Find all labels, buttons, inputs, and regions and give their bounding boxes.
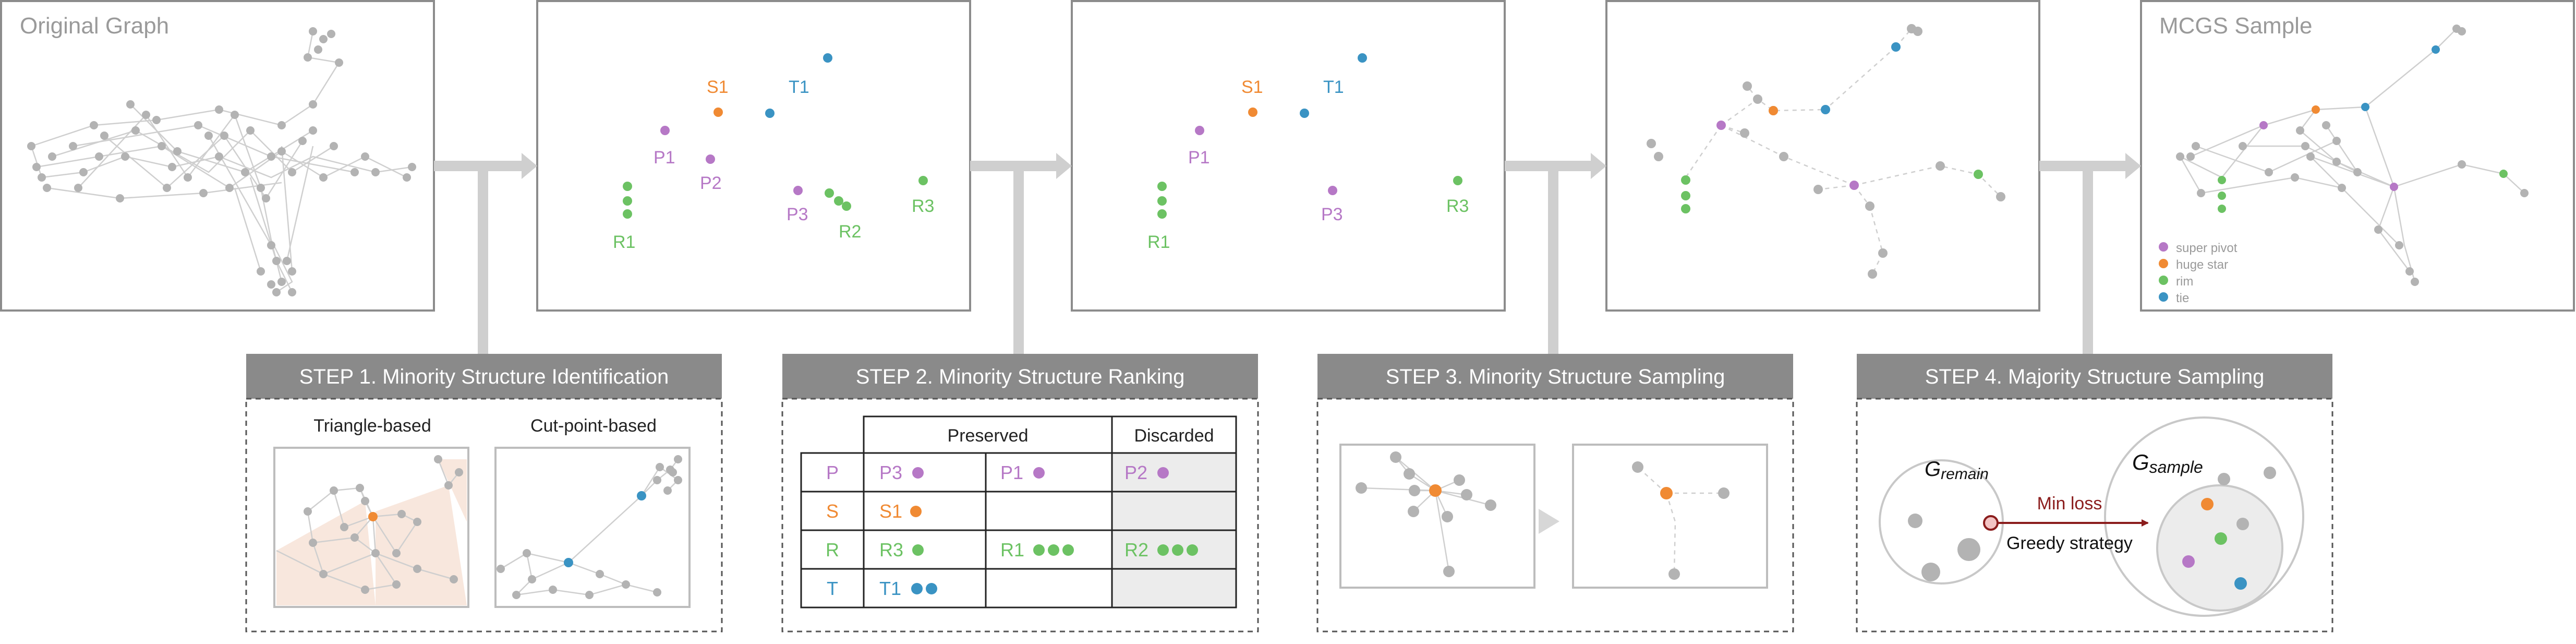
col-discarded: Discarded: [1134, 426, 1214, 446]
point-p2: [706, 154, 715, 164]
legend-label-tie: tie: [2176, 291, 2189, 305]
legend-swatch-tie: [2159, 292, 2168, 302]
mcgs-sample-panel: [2140, 0, 2575, 312]
cell-p2: P2: [1124, 462, 1147, 483]
legend-swatch-super-pivot: [2159, 242, 2168, 252]
point-r2-c: [842, 201, 851, 211]
label-r2: R2: [839, 222, 861, 242]
g-sample-label: Gsample: [2132, 450, 2203, 476]
point2-p3: [1328, 186, 1337, 195]
point-t1-b: [823, 53, 832, 63]
label-p3: P3: [787, 205, 808, 224]
label2-s1: S1: [1241, 77, 1263, 97]
label2-t1: T1: [1323, 77, 1344, 97]
label-r1: R1: [613, 232, 635, 252]
step-4: STEP 4. Majority Structure Sampling Grem…: [1856, 354, 2333, 633]
legend-label-huge-star: huge star: [2176, 258, 2228, 272]
g-remain-label: Gremain: [1925, 458, 1989, 483]
point2-r1-c: [1157, 209, 1167, 219]
points-panel-2-content: S1 T1 P1 P3 R1 R3: [1147, 53, 1469, 252]
cell-t1: T1: [879, 578, 901, 599]
cell-s1: S1: [879, 500, 902, 522]
point2-t1-b: [1358, 53, 1367, 63]
step-1-header: STEP 1. Minority Structure Identificatio…: [299, 365, 669, 388]
point-r2-a: [825, 188, 834, 198]
row-key-t: T: [827, 578, 838, 599]
minority-sample-network: [1647, 24, 2005, 279]
point-t1-a: [765, 109, 775, 118]
row-key-r: R: [826, 539, 839, 560]
cell-r2: R2: [1124, 539, 1148, 560]
min-loss-label: Min loss: [2037, 494, 2102, 514]
step-1-sub-left: Triangle-based: [313, 416, 431, 436]
col-preserved: Preserved: [948, 426, 1029, 446]
original-graph-network: [27, 27, 416, 296]
flow-connectors: [434, 153, 2141, 354]
point2-r1-b: [1157, 196, 1167, 206]
row-key-s: S: [826, 500, 839, 522]
mcgs-sample-title: MCGS Sample: [2159, 13, 2312, 39]
point2-p1: [1195, 126, 1204, 135]
points-panel-1: [536, 0, 971, 312]
label-t1: T1: [789, 77, 809, 97]
label-p2: P2: [700, 173, 722, 193]
mcgs-sample-network: [2176, 25, 2529, 286]
label2-p3: P3: [1321, 205, 1343, 224]
label-r3: R3: [912, 196, 934, 216]
legend-swatch-huge-star: [2159, 259, 2168, 268]
step-4-header: STEP 4. Majority Structure Sampling: [1925, 365, 2265, 388]
step-3-after-thumb: [1572, 444, 1768, 589]
label-p1: P1: [654, 148, 675, 168]
step-1: STEP 1. Minority Structure Identificatio…: [245, 354, 723, 633]
point-p3: [793, 186, 803, 195]
point2-r1-a: [1157, 182, 1167, 191]
legend-swatch-rim: [2159, 276, 2168, 285]
point-s1: [713, 108, 723, 117]
points-panel-2: [1071, 0, 1506, 312]
label-s1: S1: [707, 77, 729, 97]
cell-r1: R1: [1000, 539, 1024, 560]
legend: super pivot huge star rim tie: [2159, 241, 2238, 305]
cell-p1: P1: [1000, 462, 1023, 483]
legend-label-rim: rim: [2176, 275, 2193, 289]
cell-r3: R3: [879, 539, 903, 560]
moving-node: [1983, 515, 1999, 531]
label2-p1: P1: [1188, 148, 1210, 168]
point-r3: [918, 176, 928, 185]
point-r1-c: [623, 209, 632, 219]
minority-sample-panel: [1605, 0, 2040, 312]
points-panel-1-content: S1 T1 P1 P2 P3 R1 R2 R3: [613, 53, 934, 252]
label2-r1: R1: [1147, 232, 1170, 252]
step-3-before-thumb: [1339, 444, 1535, 589]
step-2: STEP 2. Minority Structure Ranking Prese…: [781, 354, 1259, 633]
step-1-sub-right: Cut-point-based: [530, 416, 657, 436]
point-p1: [660, 126, 670, 135]
point2-t1-a: [1300, 109, 1309, 118]
original-graph-title: Original Graph: [20, 13, 169, 39]
row-key-p: P: [826, 462, 839, 483]
greedy-label: Greedy strategy: [2006, 533, 2133, 553]
cut-point-based-thumb: [494, 447, 691, 608]
g-sample-inner: [2156, 484, 2283, 612]
point-r2-b: [834, 196, 843, 206]
cell-p3: P3: [879, 462, 902, 483]
point-r1-b: [623, 196, 632, 206]
point2-s1: [1248, 108, 1257, 117]
label2-r3: R3: [1446, 196, 1469, 216]
point2-r3: [1453, 176, 1462, 185]
step-3: STEP 3. Minority Structure Sampling: [1316, 354, 1794, 633]
point-r1-a: [623, 182, 632, 191]
step-3-header: STEP 3. Minority Structure Sampling: [1386, 365, 1725, 388]
legend-label-super-pivot: super pivot: [2176, 241, 2238, 255]
step-2-header: STEP 2. Minority Structure Ranking: [856, 365, 1185, 388]
